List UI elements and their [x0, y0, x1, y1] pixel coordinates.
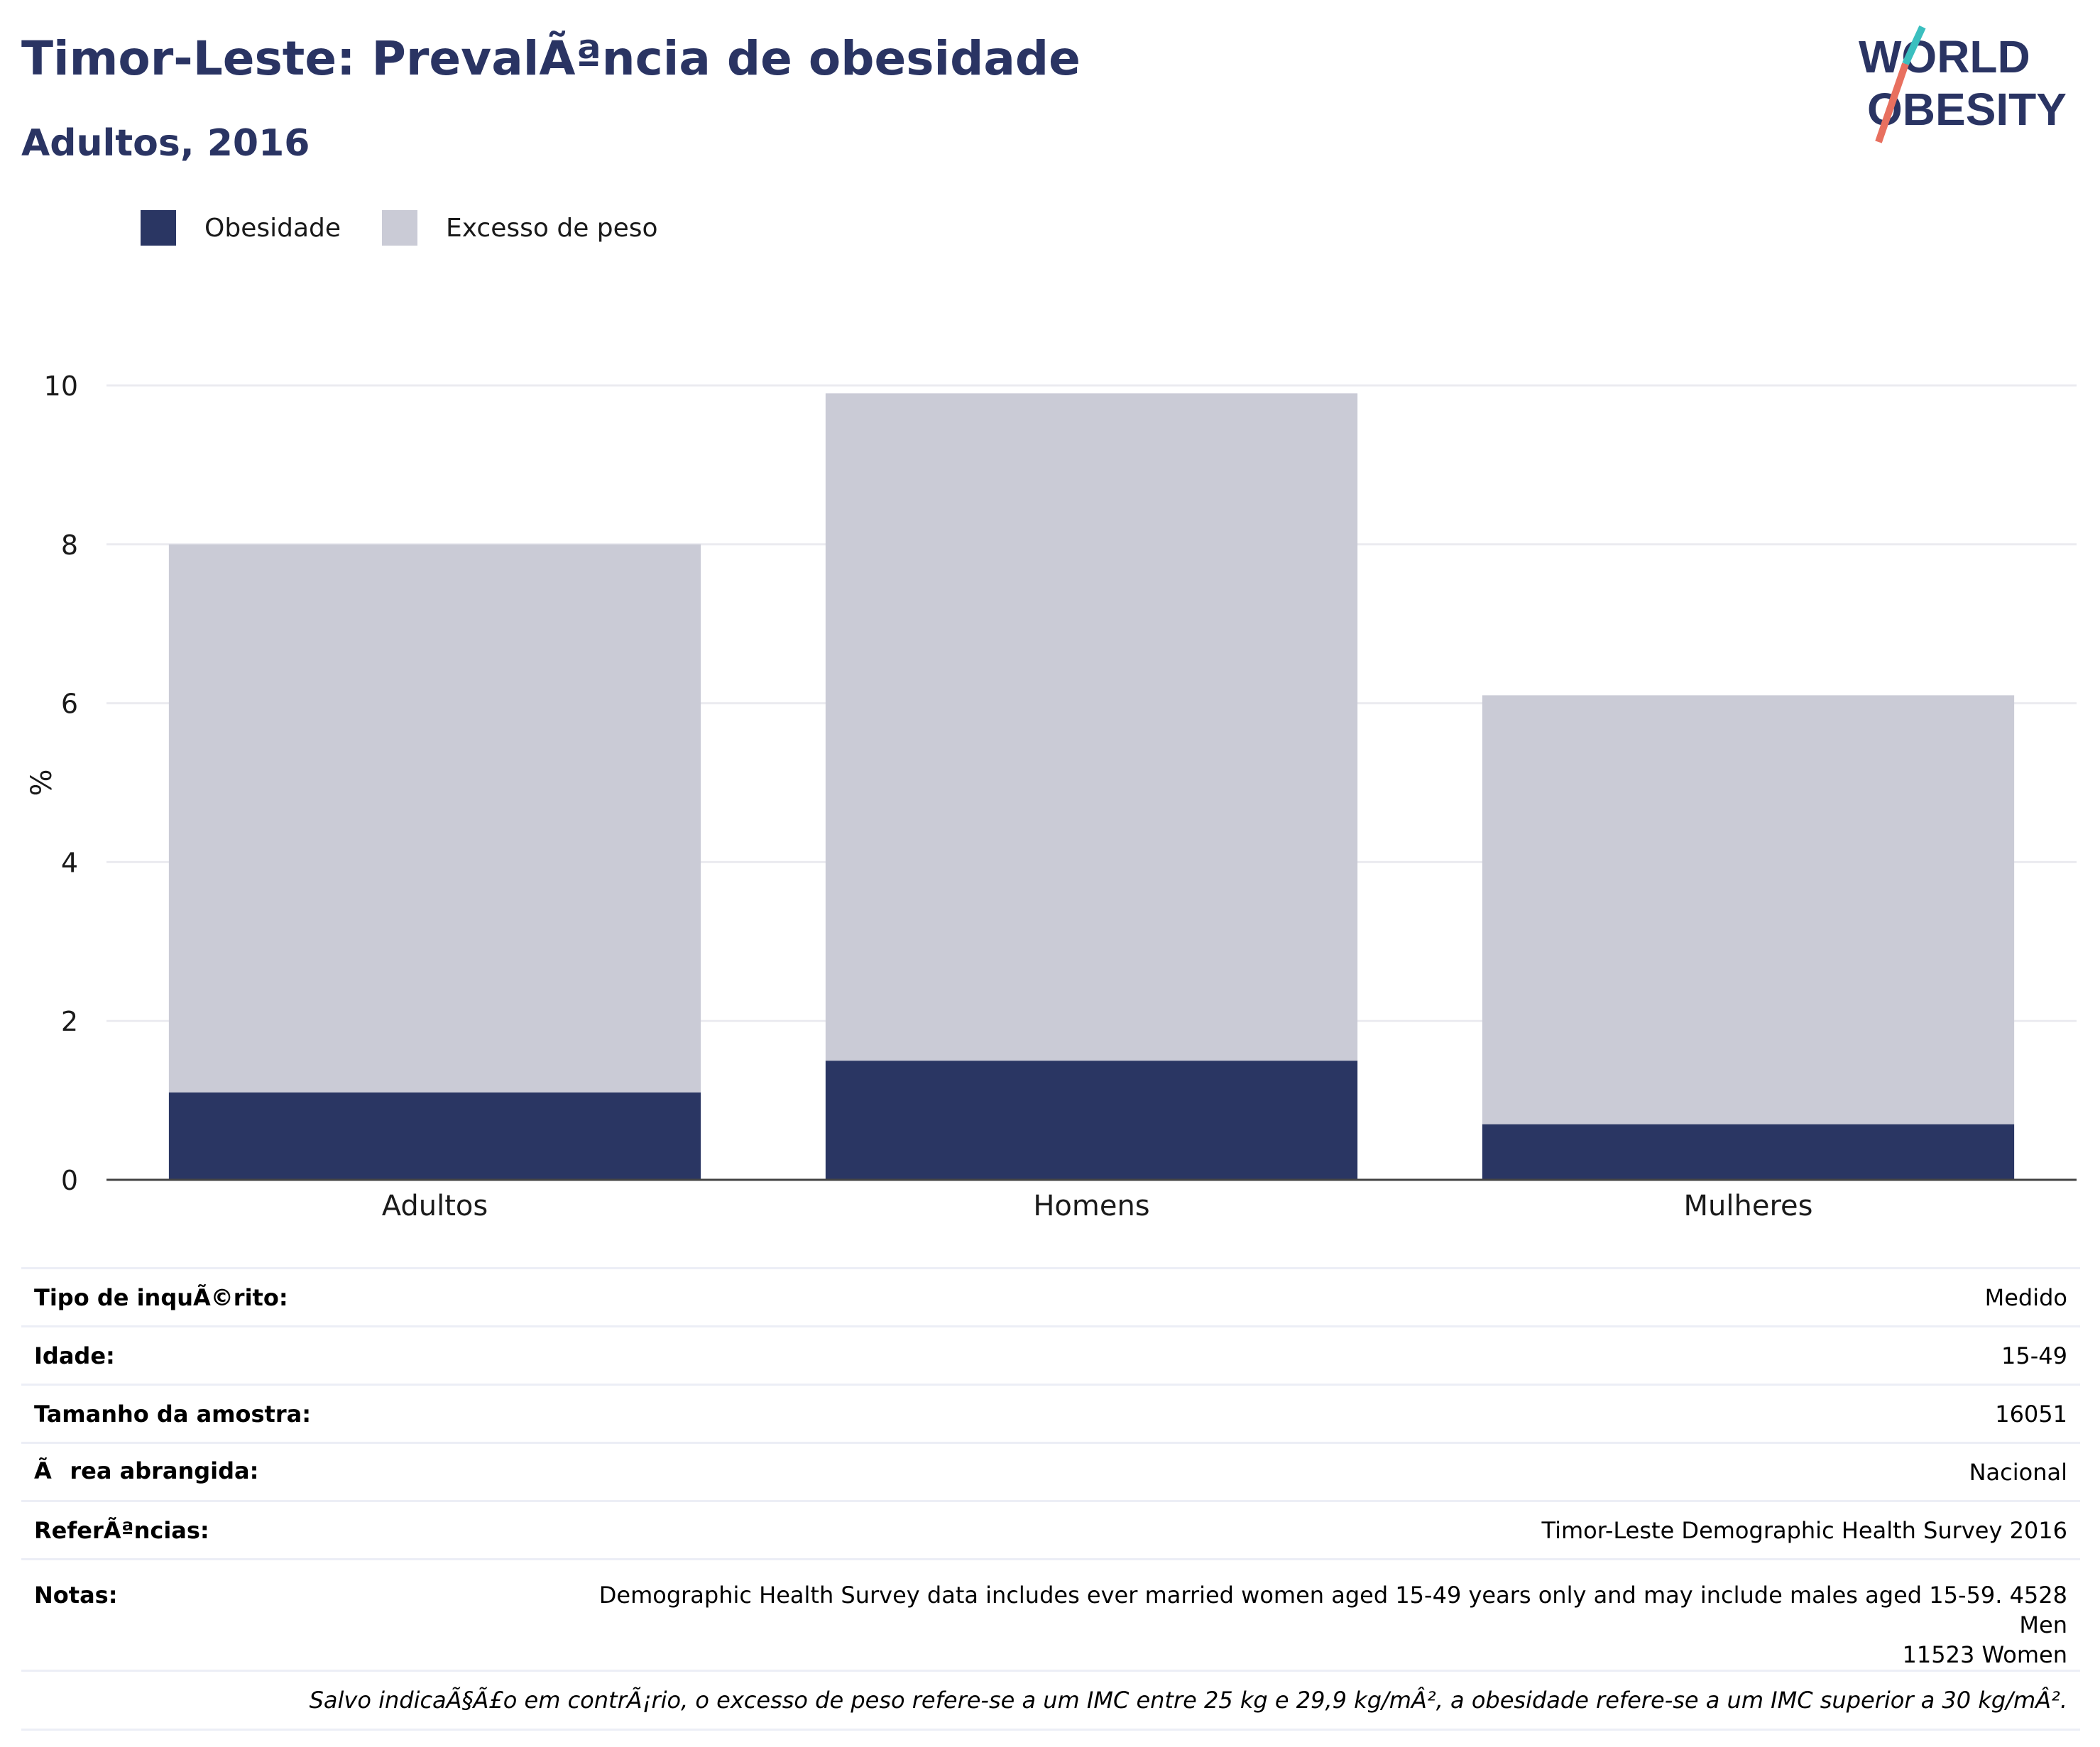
legend-label-excesso-de-peso: Excesso de peso: [446, 213, 658, 243]
info-key-references: ReferÃªncias:: [21, 1500, 544, 1560]
info-row: Tamanho da amostra: 16051: [21, 1384, 2080, 1443]
survey-info-table: Tipo de inquÃ©rito: Medido Idade: 15-49 …: [21, 1267, 2080, 1731]
bar-obesidade-adultos: [168, 1092, 701, 1180]
bar-obesidade-homens: [825, 1061, 1358, 1180]
x-tick-label: Adultos: [382, 1190, 488, 1222]
bar-chart: 0 2 4 6 8 10% Adultos Homens Mulheres: [26, 371, 2077, 1222]
info-value-notes: Demographic Health Survey data includes …: [544, 1558, 2080, 1671]
footnote: Salvo indicaÃ§Ã£o em contrÃ¡rio, o exces…: [21, 1670, 2080, 1731]
info-row: ReferÃªncias: Timor-Leste Demographic He…: [21, 1500, 2080, 1560]
y-tick-label: 6: [61, 689, 78, 720]
info-row: Idade: 15-49: [21, 1325, 2080, 1385]
info-row: Tipo de inquÃ©rito: Medido: [21, 1267, 2080, 1327]
y-tick-label: 0: [61, 1165, 78, 1196]
notes-line-2: 11523 Women: [1902, 1641, 2067, 1668]
bar-excesso-de-peso-adultos: [168, 544, 701, 1092]
info-row: Ãrea abrangida: Nacional: [21, 1442, 2080, 1501]
y-axis-title: %: [26, 769, 58, 796]
info-value-survey-type: Medido: [544, 1267, 2080, 1327]
notes-line-1: Demographic Health Survey data includes …: [598, 1582, 2067, 1638]
info-key-survey-type: Tipo de inquÃ©rito:: [21, 1267, 544, 1327]
info-row-footnote: Salvo indicaÃ§Ã£o em contrÃ¡rio, o exces…: [21, 1670, 2080, 1731]
y-tick-label: 10: [44, 371, 78, 402]
chart-title: Timor-Leste: PrevalÃªncia de obesidade: [21, 31, 1081, 86]
info-key-notes: Notas:: [21, 1558, 544, 1671]
bar-excesso-de-peso-mulheres: [1482, 695, 2015, 1124]
legend-swatch-excesso-de-peso: [382, 210, 418, 246]
y-tick-label: 2: [61, 1006, 78, 1037]
info-row-notes: Notas: Demographic Health Survey data in…: [21, 1558, 2080, 1671]
info-key-age: Idade:: [21, 1325, 544, 1385]
legend-item-excesso-de-peso[interactable]: Excesso de peso: [382, 210, 658, 246]
bar-obesidade-mulheres: [1482, 1124, 2015, 1180]
logo-slash-teal: [1902, 25, 1926, 66]
info-key-area-covered: Ãrea abrangida:: [21, 1442, 544, 1501]
chart-subtitle: Adultos, 2016: [21, 122, 310, 165]
logo-text-world: WORLD: [1859, 31, 2030, 82]
logo-slash-coral: [1875, 62, 1909, 143]
logo-text-obesity: OBESITY: [1867, 84, 2067, 135]
y-tick-label: 4: [61, 847, 78, 878]
bar-excesso-de-peso-homens: [825, 393, 1358, 1061]
world-obesity-logo: WORLD OBESITY: [1859, 25, 2067, 143]
chart-legend: Obesidade Excesso de peso: [141, 210, 699, 246]
legend-label-obesidade: Obesidade: [204, 213, 341, 243]
info-value-sample-size: 16051: [544, 1384, 2080, 1443]
info-value-references: Timor-Leste Demographic Health Survey 20…: [544, 1500, 2080, 1560]
legend-item-obesidade[interactable]: Obesidade: [141, 210, 341, 246]
y-tick-label: 8: [61, 530, 78, 561]
info-key-sample-size: Tamanho da amostra:: [21, 1384, 544, 1443]
x-tick-label: Homens: [1033, 1190, 1149, 1222]
info-value-area-covered: Nacional: [544, 1442, 2080, 1501]
info-value-age: 15-49: [544, 1325, 2080, 1385]
legend-swatch-obesidade: [141, 210, 176, 246]
x-tick-label: Mulheres: [1684, 1190, 1813, 1222]
